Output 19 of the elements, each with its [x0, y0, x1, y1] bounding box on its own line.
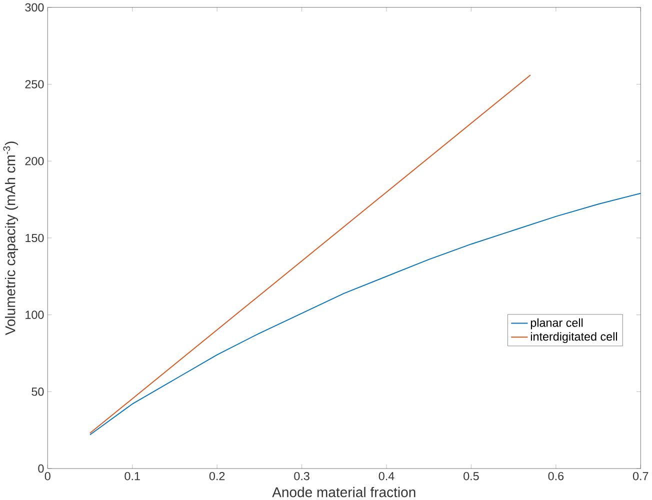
x-tick-label: 0.3 [294, 472, 310, 480]
x-tick-label: 0.7 [632, 472, 648, 480]
x-tick-label: 0 [44, 472, 50, 480]
y-axis-title: Volumetric capacity (mAh cm$^{-3}$) [3, 141, 18, 335]
legend-label: interdigitated cell [530, 332, 617, 343]
x-tick-label: 0.6 [548, 472, 564, 480]
y-tick-label: 0 [38, 464, 44, 472]
x-axis-title: Anode material fraction [272, 486, 416, 497]
y-tick-label: 250 [25, 80, 44, 88]
x-tick-label: 0.4 [378, 472, 394, 480]
legend-label: planar cell [530, 318, 583, 329]
x-tick-label: 0.2 [209, 472, 225, 480]
y-tick-label: 100 [26, 310, 44, 319]
y-tick-label: 200 [25, 156, 44, 165]
y-tick-label: 300 [25, 3, 44, 12]
x-tick-label: 0.5 [464, 472, 479, 480]
y-tick-label: 50 [32, 387, 44, 396]
x-tick-label: 0.1 [124, 472, 140, 480]
y-tick-label: 150 [26, 234, 44, 242]
